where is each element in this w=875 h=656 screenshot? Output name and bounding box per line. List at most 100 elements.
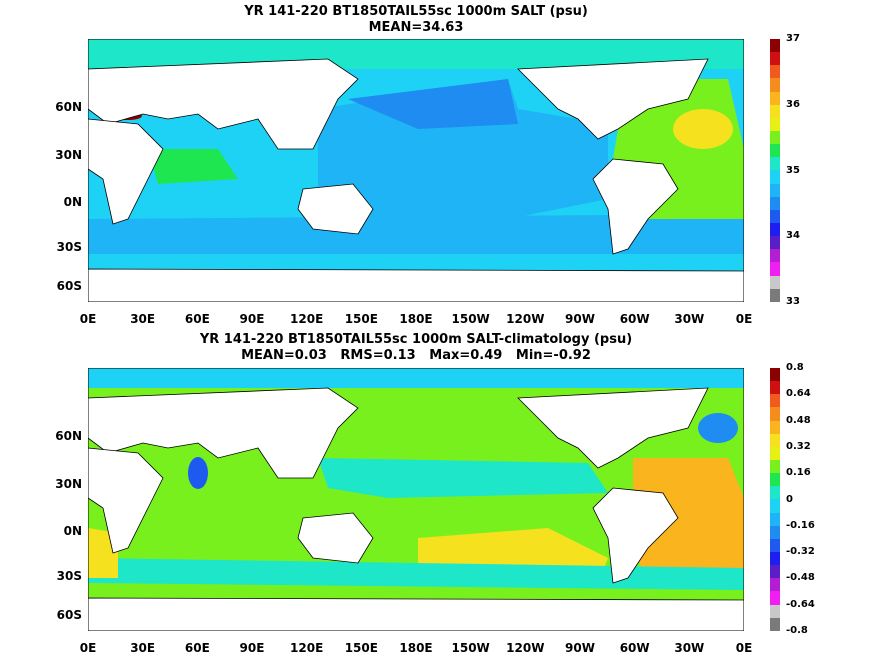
lon-tick-label: 0E: [735, 312, 753, 326]
map2-atlantic-high: [633, 458, 744, 583]
colorbar-tick-label: 0.32: [786, 440, 811, 452]
colorbar-tick-label: 0.64: [786, 388, 811, 400]
colorbar-tick-label: 0: [786, 493, 793, 505]
lat-tick-label: 60S: [56, 279, 82, 294]
map2-title-line1: YR 141-220 BT1850TAIL55sc 1000m SALT-cli…: [199, 332, 633, 347]
map2-arctic: [88, 368, 744, 388]
colorbar-segment: [770, 394, 780, 408]
colorbar-tick-label: 0.8: [786, 362, 804, 373]
map2-land-eurasia: [88, 387, 359, 479]
colorbar-tick-label: -0.48: [786, 572, 815, 584]
map2-land-north-america: [517, 387, 709, 469]
lon-tick-label: 120E: [290, 312, 324, 326]
lon-tick-label: 180E: [399, 641, 433, 655]
colorbar-segment: [770, 78, 780, 92]
lon-tick-label: 0E: [79, 312, 97, 326]
lon-tick-label: 150W: [451, 641, 490, 655]
lon-tick-label: 120E: [290, 641, 324, 655]
lon-tick-label: 90W: [565, 312, 595, 326]
colorbar-segment: [770, 249, 780, 263]
lat-tick-label: 0N: [63, 195, 82, 210]
colorbar-segment: [770, 91, 780, 105]
map1-land-eurasia: [88, 58, 359, 150]
colorbar-tick-label: 0.16: [786, 467, 811, 479]
lat-tick-label: 30S: [56, 568, 82, 583]
colorbar-segment: [770, 144, 780, 158]
colorbar-segment: [770, 275, 780, 289]
colorbar-segment: [770, 446, 780, 460]
colorbar-segment: [770, 538, 780, 552]
lat-tick-label: 30S: [56, 239, 82, 254]
map1-land-north-america: [517, 58, 709, 140]
colorbar-segment: [770, 407, 780, 421]
colorbar-segment: [770, 39, 780, 53]
map1-land-south-america: [592, 158, 679, 255]
colorbar-segment: [770, 617, 780, 631]
map1-svg: [88, 39, 744, 302]
map1-colorbar: [770, 39, 780, 302]
map2-arabian-low: [188, 457, 208, 489]
lon-tick-label: 30E: [130, 641, 156, 655]
lat-tick-label: 0N: [63, 524, 82, 539]
map1-panel: [88, 39, 744, 302]
lon-tick-label: 60W: [619, 312, 650, 326]
lon-tick-label: 0E: [735, 641, 753, 655]
map2-trop-pacific: [318, 458, 608, 498]
colorbar-segment: [770, 183, 780, 197]
lon-tick-label: 150W: [451, 312, 490, 326]
lat-tick-label: 30N: [55, 147, 82, 162]
map1-atlantic-high: [673, 109, 733, 149]
colorbar-segment: [770, 222, 780, 237]
lat-tick-label: 60N: [55, 100, 82, 115]
map2-land-antarctica: [88, 597, 744, 631]
lon-tick-label: 180E: [399, 312, 433, 326]
colorbar-segment: [770, 104, 780, 118]
colorbar-tick-label: 33: [786, 296, 800, 307]
colorbar-segment: [770, 525, 780, 539]
map1-land-antarctica: [88, 268, 744, 302]
lon-tick-label: 90E: [239, 312, 265, 326]
colorbar-segment: [770, 209, 780, 223]
lon-tick-label: 60E: [184, 641, 210, 655]
lon-tick-label: 120W: [506, 312, 545, 326]
map1-pacific-core: [318, 79, 608, 239]
colorbar-segment: [770, 459, 780, 474]
colorbar-tick-label: 37: [786, 33, 800, 44]
map2-svg: [88, 368, 744, 631]
colorbar-segment: [770, 65, 780, 79]
colorbar-tick-label: 35: [786, 164, 800, 176]
lon-tick-label: 30E: [130, 312, 156, 326]
colorbar-segment: [770, 486, 780, 500]
map1-title-line1: YR 141-220 BT1850TAIL55sc 1000m SALT (ps…: [244, 4, 588, 19]
colorbar-segment: [770, 262, 780, 276]
lon-tick-label: 150E: [344, 312, 378, 326]
map2-panel: [88, 368, 744, 631]
colorbar-segment: [770, 433, 780, 447]
lon-tick-label: 150E: [344, 641, 378, 655]
lon-tick-label: 0E: [79, 641, 97, 655]
colorbar-segment: [770, 130, 780, 145]
colorbar-segment: [770, 473, 780, 487]
lon-tick-label: 30W: [674, 312, 705, 326]
map2-land-africa: [88, 447, 164, 554]
colorbar-tick-label: 36: [786, 98, 800, 110]
colorbar-segment: [770, 157, 780, 171]
lon-tick-label: 60E: [184, 312, 210, 326]
lon-tick-label: 120W: [506, 641, 545, 655]
colorbar-segment: [770, 420, 780, 434]
colorbar-segment: [770, 52, 780, 66]
colorbar-segment: [770, 381, 780, 395]
map1-land-australia: [297, 183, 374, 235]
lon-tick-label: 90E: [239, 641, 265, 655]
colorbar-segment: [770, 578, 780, 592]
map2-southern-band: [88, 558, 744, 590]
lat-tick-label: 60S: [56, 608, 82, 623]
lon-tick-label: 60W: [619, 641, 650, 655]
map1-land-africa: [88, 118, 164, 225]
lat-tick-label: 30N: [55, 476, 82, 491]
lat-tick-label: 60N: [55, 429, 82, 444]
colorbar-tick-label: 0.48: [786, 414, 811, 426]
colorbar-segment: [770, 368, 780, 382]
colorbar-segment: [770, 196, 780, 210]
colorbar-segment: [770, 551, 780, 566]
